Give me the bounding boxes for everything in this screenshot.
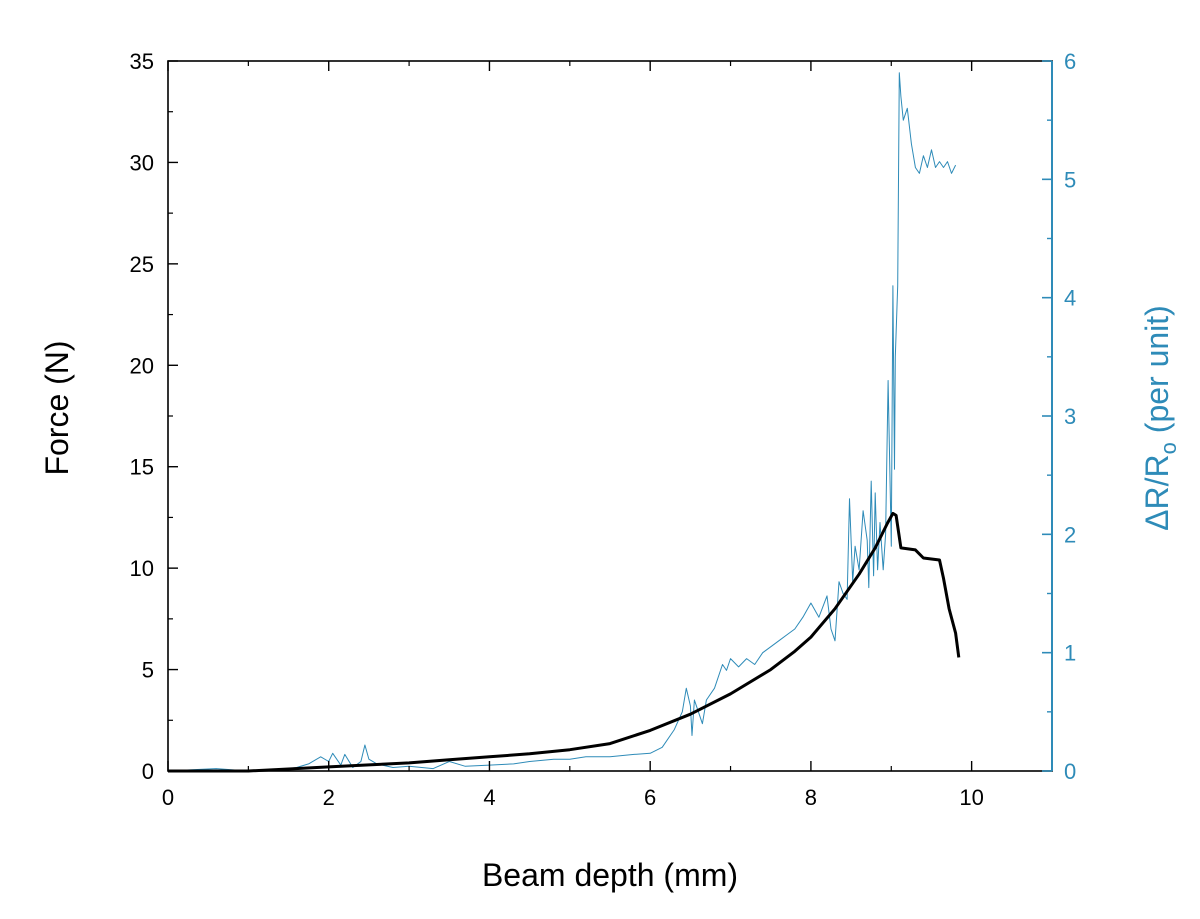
y-tick-label: 25 — [130, 252, 154, 277]
y2-axis-ticks: 0 1 2 3 4 5 6 — [1042, 49, 1076, 784]
x-axis-title: Beam depth (mm) — [482, 857, 738, 893]
y2-axis-title-main: ΔR/R — [1139, 454, 1175, 530]
x-tick-label: 2 — [323, 785, 335, 810]
y2-axis-title: ΔR/Ro (per unit) — [1139, 305, 1181, 531]
y-tick-label: 5 — [142, 658, 154, 683]
resistance-series-line — [167, 72, 957, 772]
y-tick-label: 0 — [142, 759, 154, 784]
y2-tick-label: 0 — [1064, 759, 1076, 784]
y2-tick-label: 6 — [1064, 49, 1076, 74]
x-tick-label: 0 — [162, 785, 174, 810]
y2-tick-label: 5 — [1064, 167, 1076, 192]
y-tick-label: 15 — [130, 455, 154, 480]
force-series-line — [168, 511, 961, 773]
x-tick-label: 8 — [805, 785, 817, 810]
y-axis-title: Force (N) — [39, 340, 75, 475]
y2-tick-label: 1 — [1064, 641, 1076, 666]
plot-lines — [167, 72, 961, 773]
y-tick-label: 10 — [130, 556, 154, 581]
x-axis-ticks: 0 2 4 6 8 10 — [162, 61, 984, 810]
y-tick-label: 30 — [130, 150, 154, 175]
plot-frame — [167, 60, 1053, 772]
y2-tick-label: 3 — [1064, 404, 1076, 429]
y-tick-label: 35 — [130, 49, 154, 74]
x-tick-label: 10 — [959, 785, 983, 810]
x-tick-label: 4 — [483, 785, 495, 810]
x-tick-label: 6 — [644, 785, 656, 810]
y2-tick-label: 2 — [1064, 522, 1076, 547]
y2-axis-title-sub: o — [1156, 442, 1181, 454]
y-tick-label: 20 — [130, 353, 154, 378]
y2-tick-label: 4 — [1064, 286, 1076, 311]
y2-axis-title-rest: (per unit) — [1139, 305, 1175, 442]
y-axis-ticks: 0 5 10 15 20 25 30 35 — [130, 49, 178, 784]
